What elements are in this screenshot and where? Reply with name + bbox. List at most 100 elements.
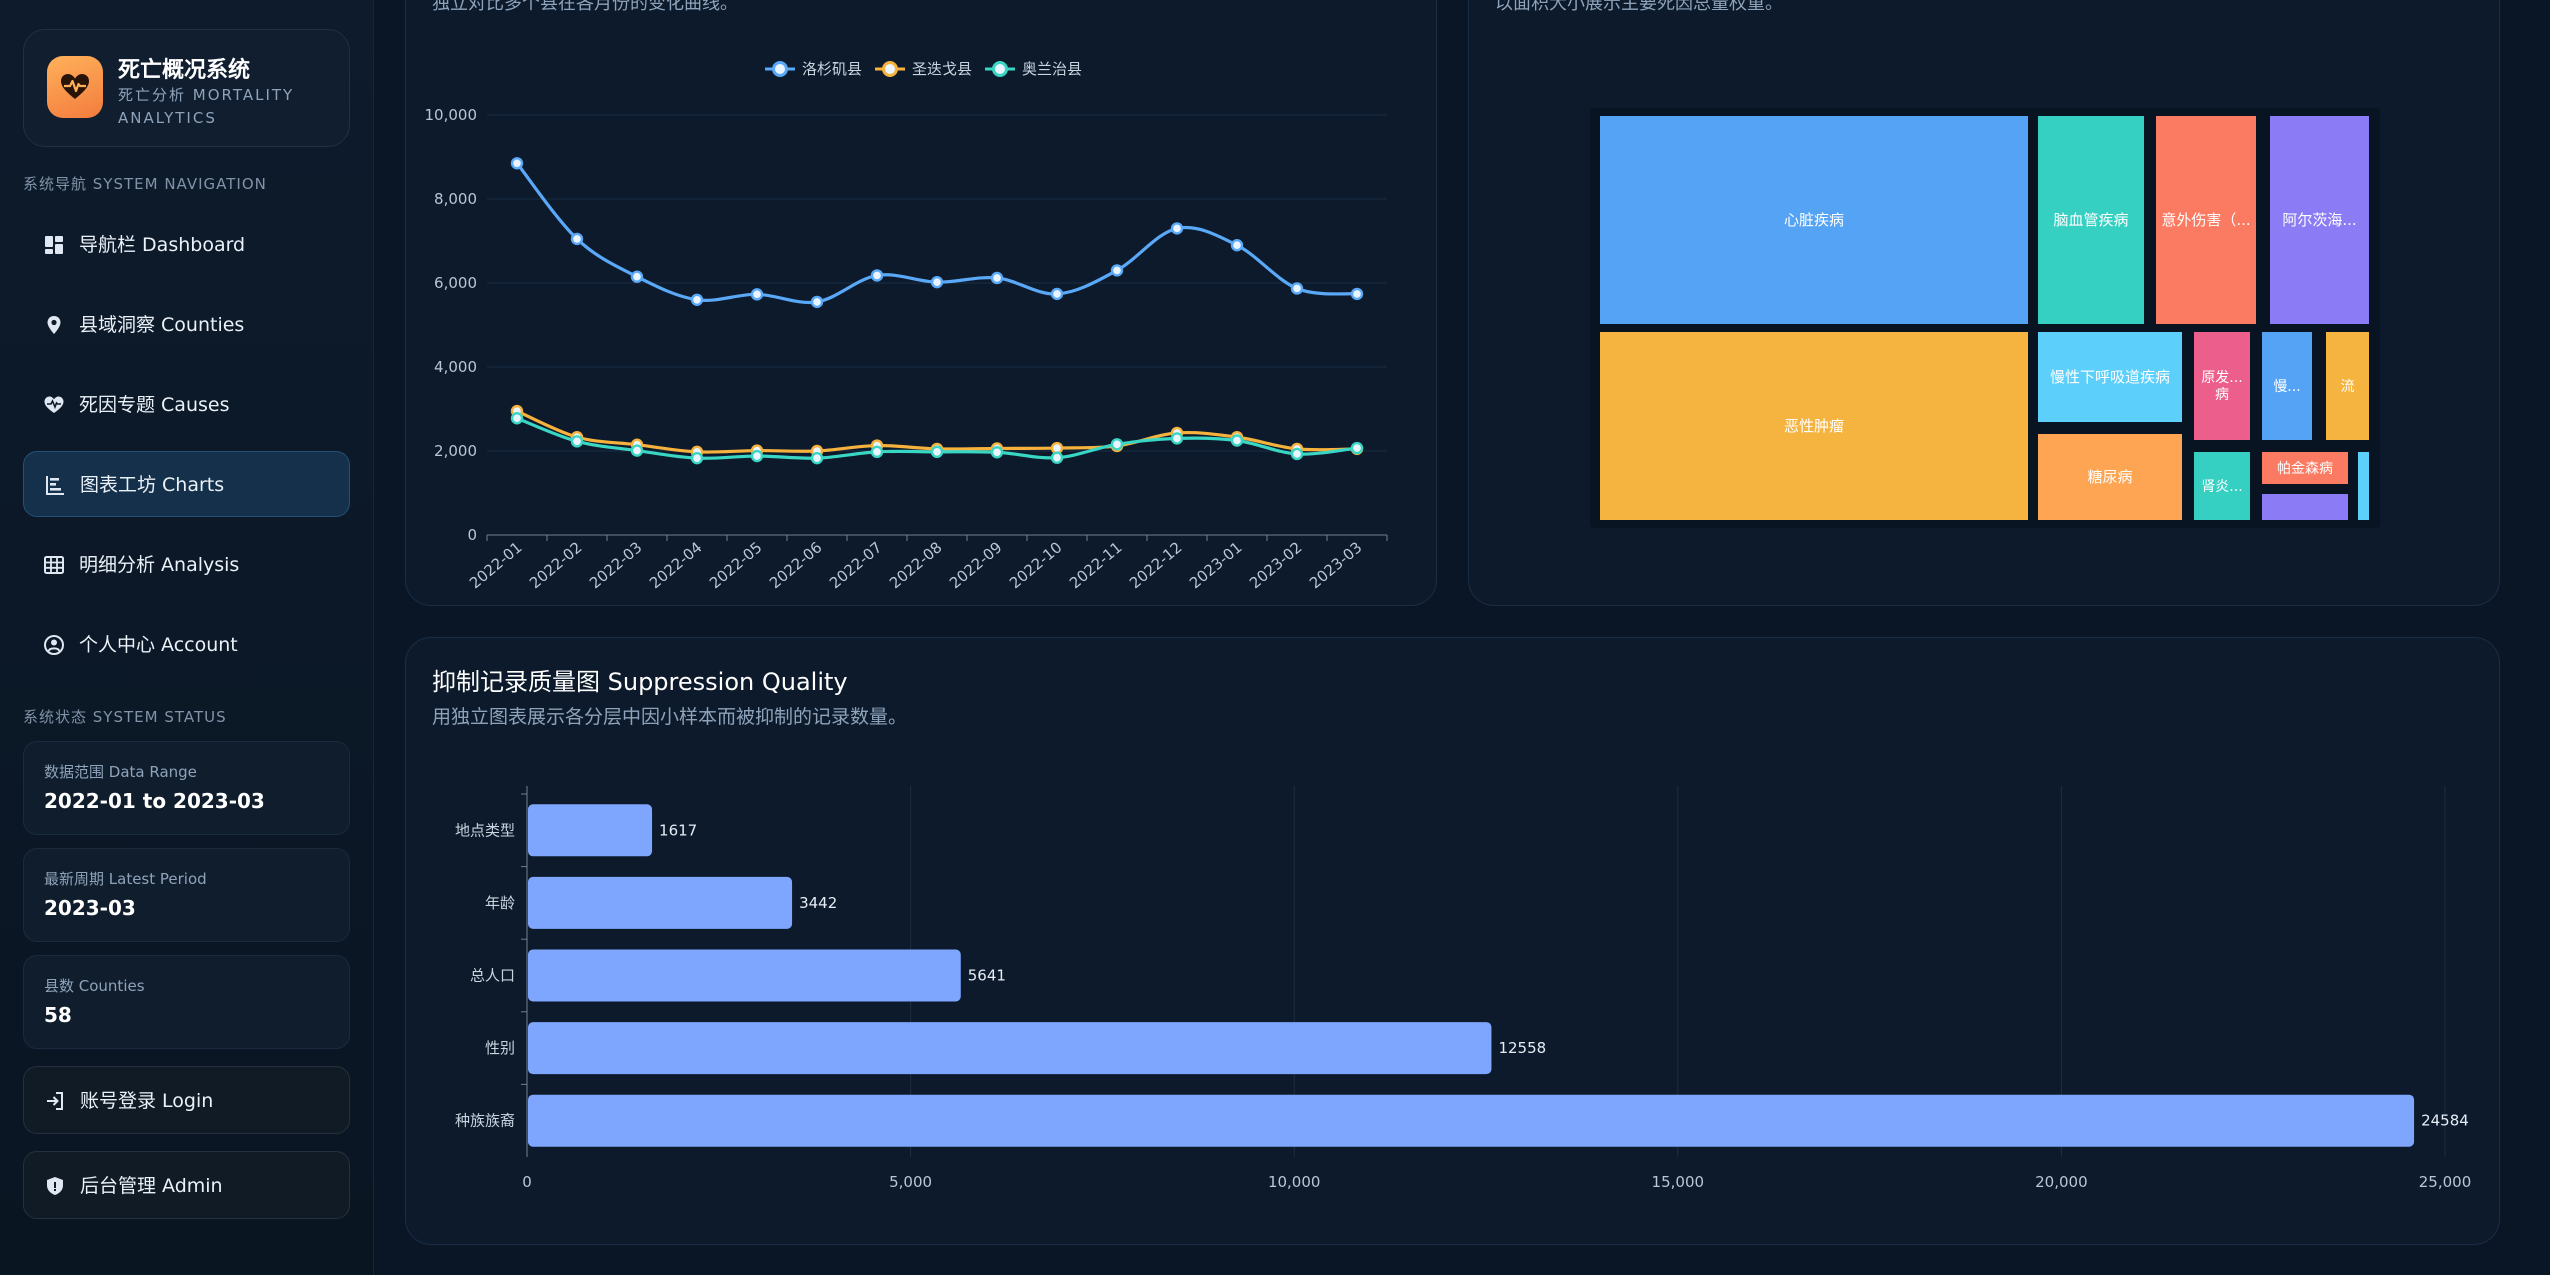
treemap-cell-label: 肾炎... [2201, 479, 2242, 495]
line-x-tick-label: 2022-05 [706, 538, 766, 592]
bar-地点类型 [528, 804, 653, 857]
line-chart-panel: 独立对比多个县在各月份的变化曲线。 [405, 0, 1437, 606]
legend-swatch-dot [992, 61, 1008, 77]
stat-value: 58 [44, 1003, 72, 1027]
suppression-title: 抑制记录质量图 Suppression Quality [432, 668, 848, 696]
treemap-cell [2194, 452, 2250, 520]
line-y-tick-label: 6,000 [434, 274, 477, 292]
line-x-tick-label: 2022-12 [1126, 538, 1186, 592]
bar-value-label: 12558 [1498, 1039, 1546, 1057]
line-x-tick-label: 2022-04 [646, 538, 706, 592]
line-point-0 [630, 270, 644, 283]
nav-item-analysis[interactable]: 明细分析 Analysis [23, 532, 350, 598]
treemap-cell [2262, 452, 2348, 484]
bar-性别 [528, 1022, 1492, 1075]
line-point-0 [930, 275, 944, 289]
line-point-2 [1230, 434, 1244, 447]
legend-label: 奥兰治县 [1022, 60, 1082, 78]
nav-section-label: 系统导航 SYSTEM NAVIGATION [23, 175, 267, 193]
line-point-0 [1050, 287, 1064, 301]
line-y-tick-label: 8,000 [434, 190, 477, 208]
stat-card-data-range: 数据范围 Data Range 2022-01 to 2023-03 [23, 741, 350, 835]
treemap-cell [2262, 332, 2312, 440]
line-y-tick-label: 2,000 [434, 442, 477, 460]
line-point-2 [510, 412, 524, 425]
nav-item-dashboard[interactable]: 导航栏 Dashboard [23, 212, 350, 278]
login-icon [47, 1092, 63, 1110]
line-point-2 [570, 435, 584, 448]
nav-item-counties[interactable]: 县域洞察 Counties [23, 292, 350, 358]
treemap-cell [1600, 116, 2028, 324]
map-pin-icon [47, 316, 61, 334]
table-icon [44, 556, 64, 574]
line-y-tick-label: 4,000 [434, 358, 477, 376]
bar-category-label: 年龄 [485, 894, 515, 912]
treemap-cell-label: 病 [2215, 387, 2229, 403]
treemap-cell-label: 糖尿病 [2087, 468, 2132, 486]
line-point-0 [570, 232, 584, 246]
line-point-2 [690, 451, 704, 465]
heart-pulse-icon [44, 396, 64, 413]
treemap-cell-label: 恶性肿瘤 [1784, 417, 1844, 435]
chart-icon [46, 476, 64, 495]
treemap-cell-label: 慢... [2273, 378, 2300, 395]
treemap-cell [2358, 452, 2369, 520]
line-point-0 [1290, 282, 1304, 295]
line-x-tick-label: 2023-03 [1306, 538, 1366, 592]
login-button[interactable]: 账号登录 Login [23, 1066, 350, 1134]
line-point-0 [1170, 222, 1184, 235]
treemap-cell [2270, 116, 2369, 324]
stat-label: 县数 Counties [44, 977, 145, 995]
dashboard-icon [45, 236, 63, 254]
line-x-tick-label: 2022-06 [766, 538, 826, 592]
line-point-2 [930, 445, 944, 459]
treemap-cell-label: 脑血管疾病 [2053, 211, 2128, 229]
line-point-0 [690, 293, 704, 306]
bar-category-label: 地点类型 [455, 821, 515, 839]
brand-subtitle: 死亡分析 MORTALITY ANALYTICS [118, 86, 295, 127]
nav-item-account[interactable]: 个人中心 Account [23, 612, 350, 678]
line-point-2 [1050, 451, 1064, 464]
line-point-2 [990, 446, 1004, 459]
bar-value-label: 5641 [968, 967, 1006, 985]
bar-x-tick-label: 15,000 [1652, 1173, 1705, 1191]
admin-label: 后台管理 Admin [80, 1175, 223, 1197]
treemap-cell [2262, 494, 2348, 520]
line-panel-subtitle: 独立对比多个县在各月份的变化曲线。 [432, 0, 738, 14]
nav-label-causes: 死因专题 Causes [79, 394, 230, 416]
treemap-cell-label: 意外伤害（... [2161, 211, 2250, 229]
admin-button[interactable]: 后台管理 Admin [23, 1151, 350, 1219]
nav-label-dashboard: 导航栏 Dashboard [79, 234, 246, 256]
legend-label: 洛杉矶县 [802, 60, 862, 78]
suppression-bar-chart: 0 5,000 10,000 15,000 20,000 25,000 地点类型 1617 年龄… [455, 786, 2471, 1191]
nav-item-charts[interactable]: 图表工坊 Charts [23, 451, 350, 517]
bar-category-label: 总人口 [470, 967, 515, 985]
bar-x-tick-label: 20,000 [2035, 1173, 2087, 1191]
nav-label-analysis: 明细分析 Analysis [79, 554, 240, 576]
line-x-tick-label: 2022-01 [466, 538, 526, 592]
line-point-0 [870, 269, 884, 282]
bar-value-label: 24584 [2421, 1112, 2469, 1130]
bar-x-tick-label: 10,000 [1268, 1173, 1321, 1191]
line-point-2 [810, 451, 824, 465]
stat-label: 数据范围 Data Range [44, 763, 197, 781]
treemap-cell-label: 帕金森病 [2277, 461, 2333, 477]
nav-item-causes[interactable]: 死因专题 Causes [23, 372, 350, 438]
brand-card[interactable]: 死亡概况系统 死亡分析 MORTALITY ANALYTICS [23, 29, 350, 147]
legend-label: 圣迭戈县 [912, 60, 972, 78]
bar-category-label: 种族族裔 [455, 1112, 515, 1130]
line-point-2 [630, 444, 644, 457]
line-x-tick-label: 2022-09 [946, 538, 1006, 592]
treemap-cell [2194, 332, 2250, 440]
line-x-tick-label: 2023-02 [1246, 538, 1306, 592]
line-point-2 [870, 445, 884, 459]
line-point-2 [1350, 441, 1364, 455]
user-circle-icon [44, 635, 64, 655]
line-point-0 [1230, 238, 1244, 252]
treemap-cell-label: 原发... [2201, 370, 2242, 386]
line-point-0 [1110, 264, 1124, 277]
stat-value: 2022-01 to 2023-03 [44, 789, 265, 813]
line-x-tick-label: 2022-03 [586, 538, 646, 592]
shield-icon [47, 1177, 63, 1195]
